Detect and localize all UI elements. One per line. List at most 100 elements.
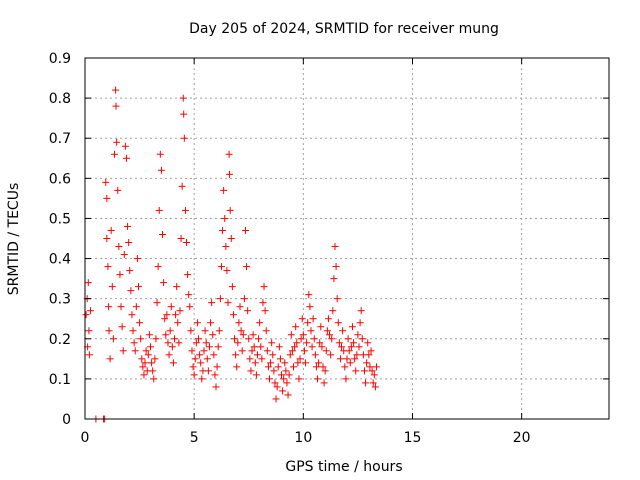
y-tick-label: 0.9 (49, 51, 71, 67)
data-point (274, 363, 282, 371)
data-point (126, 267, 134, 275)
data-point (122, 154, 130, 162)
data-point (133, 255, 141, 263)
data-point (271, 379, 279, 387)
y-tick-label: 0.6 (49, 171, 71, 187)
data-point (198, 375, 206, 383)
data-point (82, 311, 90, 319)
data-point (316, 339, 324, 347)
data-point (312, 363, 320, 371)
data-point (213, 363, 221, 371)
data-point (214, 343, 222, 351)
data-point (356, 319, 364, 327)
data-point (225, 150, 233, 158)
chart-title: Day 205 of 2024, SRMTID for receiver mun… (189, 21, 499, 37)
data-point (120, 251, 128, 259)
data-point (85, 327, 93, 335)
data-point (333, 295, 341, 303)
data-point (208, 299, 216, 307)
data-point (291, 343, 299, 351)
y-tick-label: 0.5 (49, 211, 71, 227)
data-point (296, 355, 304, 363)
data-point (172, 311, 180, 319)
data-point (369, 379, 377, 387)
data-point (287, 331, 295, 339)
data-point (309, 315, 317, 323)
y-tick-label: 0.7 (49, 131, 71, 147)
data-point (302, 359, 310, 367)
data-point (117, 303, 125, 311)
data-point (247, 367, 255, 375)
data-point (221, 214, 229, 222)
data-point (159, 230, 167, 238)
data-point (358, 335, 366, 343)
data-point (276, 355, 284, 363)
data-point (372, 363, 380, 371)
data-point (252, 371, 260, 379)
y-tick-label: 0.8 (49, 91, 71, 107)
data-point (251, 359, 259, 367)
data-point (180, 110, 188, 118)
data-point (106, 355, 114, 363)
data-point (314, 375, 322, 383)
data-point (138, 355, 146, 363)
data-point (141, 359, 149, 367)
data-point (119, 347, 127, 355)
data-point (327, 351, 335, 359)
data-point (336, 355, 344, 363)
data-point (192, 339, 200, 347)
data-point (167, 303, 175, 311)
data-point (272, 395, 280, 403)
plot-frame (84, 57, 610, 420)
data-point (350, 339, 358, 347)
data-point (365, 351, 373, 359)
data-point (253, 351, 261, 359)
data-point (307, 327, 315, 335)
data-point (294, 359, 302, 367)
data-point (248, 347, 256, 355)
data-point (204, 367, 212, 375)
data-point (300, 347, 308, 355)
data-point (178, 182, 186, 190)
y-tick-label: 0.4 (49, 252, 71, 268)
x-tick-label: 15 (404, 430, 422, 446)
data-point (351, 355, 359, 363)
x-tick-label: 0 (81, 430, 90, 446)
data-point (188, 347, 196, 355)
data-point (175, 339, 183, 347)
data-point (228, 283, 236, 291)
data-point (105, 327, 113, 335)
data-point (211, 371, 219, 379)
data-point (353, 351, 361, 359)
data-point (284, 391, 292, 399)
data-point (280, 375, 288, 383)
data-point (189, 363, 197, 371)
data-point (103, 194, 111, 202)
data-point (108, 283, 116, 291)
data-point (255, 335, 263, 343)
data-point (264, 363, 272, 371)
data-point (261, 307, 269, 315)
data-point (282, 367, 290, 375)
data-point (105, 303, 113, 311)
data-point (237, 327, 245, 335)
data-point (324, 315, 332, 323)
data-point (265, 375, 273, 383)
data-point (286, 351, 294, 359)
y-tick-label: 0.2 (49, 332, 71, 348)
data-point (112, 102, 120, 110)
data-point (240, 295, 248, 303)
data-point (195, 335, 203, 343)
data-point (224, 299, 232, 307)
data-point (258, 355, 266, 363)
data-point (220, 186, 228, 194)
data-point (320, 379, 328, 387)
data-point (347, 343, 355, 351)
data-point (166, 327, 174, 335)
data-point (187, 327, 195, 335)
data-point (317, 323, 325, 331)
data-point (203, 355, 211, 363)
data-point (290, 363, 298, 371)
